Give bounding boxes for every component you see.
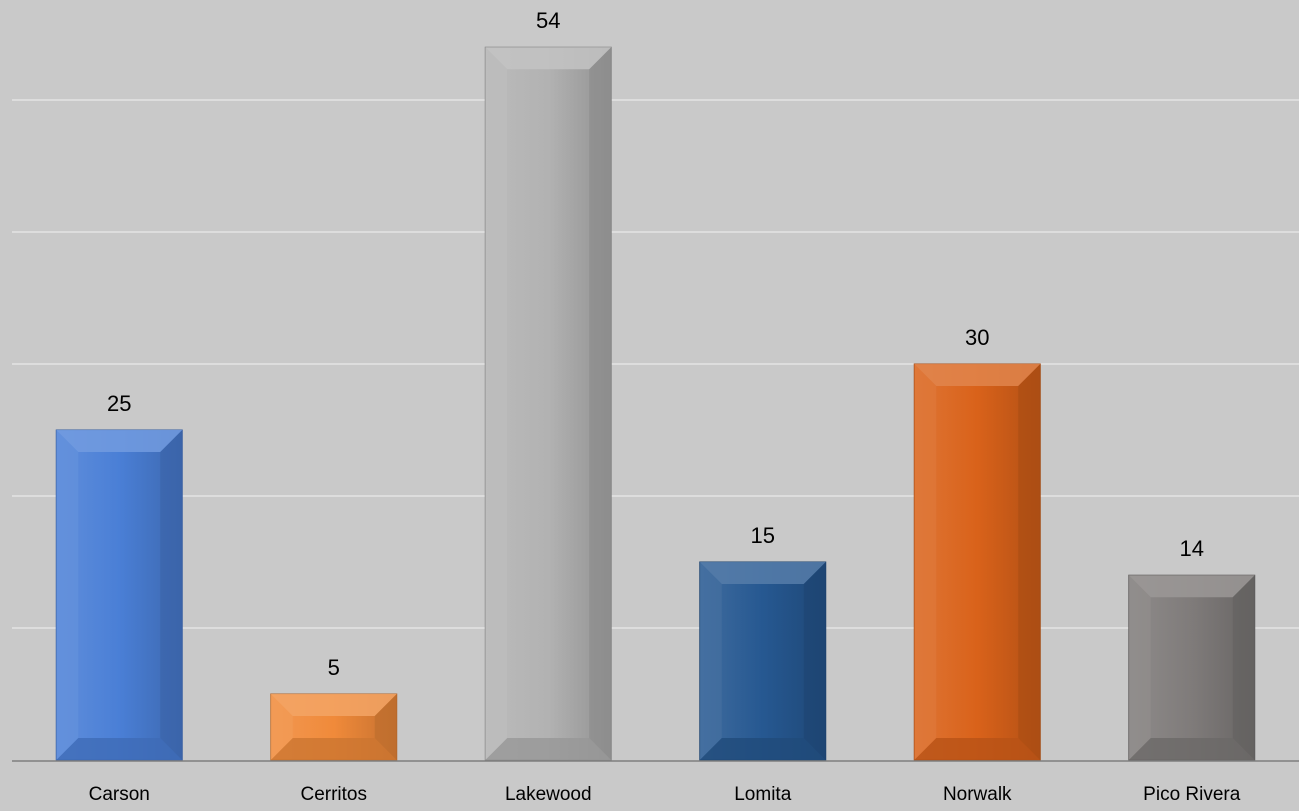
bar-bevel-left	[914, 364, 937, 760]
bar-bevel-top	[699, 562, 826, 584]
bar-lomita	[699, 561, 827, 761]
bar-bevel-top	[914, 364, 1041, 386]
bar-bevel-right	[589, 47, 612, 760]
bar-bevel-bottom	[270, 738, 397, 760]
data-label-lomita: 15	[751, 523, 775, 548]
bar-bevel-left	[485, 47, 508, 760]
bar-bevel-bottom	[1128, 738, 1255, 760]
x-tick-label-carson: Carson	[89, 784, 150, 805]
bar-bevel-top	[485, 47, 612, 70]
bar-bevel-bottom	[56, 738, 183, 760]
bar-bevel-right	[1232, 575, 1255, 760]
bar-bevel-bottom	[699, 738, 826, 760]
bar-bevel-right	[1018, 364, 1041, 760]
bar-bevel-left	[56, 430, 79, 760]
bar-cerritos	[270, 693, 398, 761]
bar-lakewood	[484, 46, 612, 761]
bar-bevel-top	[270, 694, 397, 716]
bar-carson	[55, 429, 183, 761]
data-label-lakewood: 54	[536, 8, 560, 33]
bar-bevel-left	[699, 562, 722, 760]
bar-bevel-right	[803, 562, 826, 760]
data-label-carson: 25	[107, 391, 131, 416]
data-label-norwalk: 30	[965, 325, 989, 350]
bar-bevel-left	[1128, 575, 1151, 760]
bar-bevel-right	[374, 694, 397, 760]
data-labels: 25 5 54 15 30 14	[107, 8, 1204, 680]
gridlines	[12, 99, 1299, 629]
bar-bevel-top	[56, 430, 183, 452]
x-axis-tick-labels: Carson Cerritos Lakewood Lomita Norwalk Pico …	[89, 784, 1241, 805]
bar-bevel-left	[270, 694, 293, 760]
bar-norwalk	[913, 363, 1041, 761]
x-tick-label-lakewood: Lakewood	[505, 784, 592, 805]
data-label-pico-rivera: 14	[1180, 536, 1204, 561]
bar-bevel-bottom	[485, 738, 612, 760]
bar-pico-rivera	[1128, 574, 1256, 761]
x-tick-label-lomita: Lomita	[734, 784, 791, 805]
data-label-cerritos: 5	[328, 655, 340, 680]
x-tick-label-norwalk: Norwalk	[943, 784, 1012, 805]
x-tick-label-pico-rivera: Pico Rivera	[1143, 784, 1241, 805]
x-tick-label-cerritos: Cerritos	[300, 784, 367, 805]
bar-bevel-bottom	[914, 738, 1041, 760]
bar-bevel-top	[1128, 575, 1255, 598]
bar-bevel-right	[160, 430, 183, 760]
bars	[55, 46, 1256, 761]
